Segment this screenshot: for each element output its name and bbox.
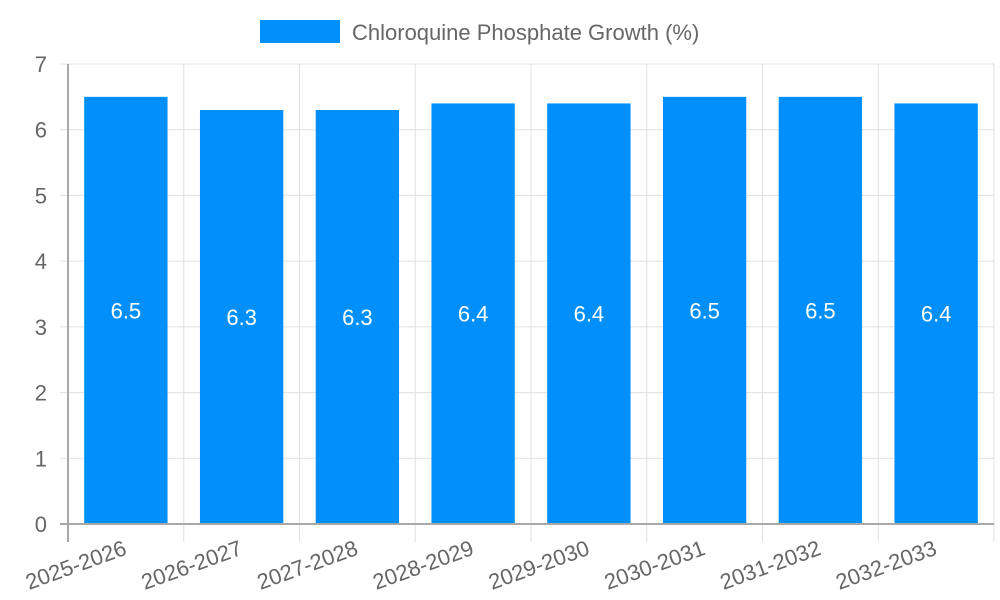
x-tick-label: 2028-2029 — [369, 535, 476, 594]
x-tick-label: 2031-2032 — [717, 535, 824, 594]
bar[interactable] — [431, 103, 515, 524]
bar-value-label: 6.4 — [458, 302, 489, 327]
y-tick-label: 5 — [35, 183, 47, 208]
bar-group[interactable]: 6.3 — [199, 110, 284, 524]
y-tick-label: 6 — [35, 118, 47, 143]
legend-swatch — [260, 20, 340, 43]
bar[interactable] — [778, 96, 863, 524]
bar-group[interactable]: 6.5 — [778, 96, 863, 524]
bar-value-label: 6.4 — [574, 302, 605, 327]
y-tick-label: 0 — [35, 512, 47, 537]
legend-label: Chloroquine Phosphate Growth (%) — [352, 20, 699, 45]
y-tick-label: 2 — [35, 381, 47, 406]
bar-group[interactable]: 6.3 — [315, 110, 400, 524]
bar-value-label: 6.5 — [111, 298, 142, 323]
bar-value-label: 6.3 — [226, 305, 257, 330]
bar-value-label: 6.3 — [342, 305, 373, 330]
bars: 6.5 6.3 6.3 6.4 6.4 6.5 6.5 6.4 — [84, 96, 978, 524]
bar-value-label: 6.5 — [805, 298, 836, 323]
x-axis-ticks: 2025-2026 2026-2027 2027-2028 2028-2029 2029… — [22, 535, 940, 594]
bar[interactable] — [315, 110, 400, 524]
bar-group[interactable]: 6.5 — [84, 96, 168, 524]
y-tick-label: 3 — [35, 315, 47, 340]
bar[interactable] — [547, 103, 631, 524]
bar[interactable] — [894, 103, 978, 524]
x-tick-label: 2025-2026 — [22, 535, 129, 594]
bar-group[interactable]: 6.5 — [662, 96, 747, 524]
bar[interactable] — [199, 110, 284, 524]
y-tick-label: 1 — [35, 446, 47, 471]
x-tick-label: 2030-2031 — [601, 535, 708, 594]
legend[interactable]: Chloroquine Phosphate Growth (%) — [260, 20, 699, 45]
bar-group[interactable]: 6.4 — [431, 103, 515, 524]
bar-group[interactable]: 6.4 — [547, 103, 631, 524]
x-tick-label: 2032-2033 — [832, 535, 939, 594]
bar-value-label: 6.5 — [689, 298, 720, 323]
x-tick-label: 2027-2028 — [254, 535, 361, 594]
bar[interactable] — [662, 96, 747, 524]
x-tick-label: 2026-2027 — [138, 535, 245, 594]
x-tick-label: 2029-2030 — [485, 535, 592, 594]
bar-value-label: 6.4 — [921, 302, 952, 327]
axes — [60, 64, 994, 542]
y-tick-label: 4 — [35, 249, 47, 274]
y-axis-ticks: 0 1 2 3 4 5 6 7 — [35, 52, 47, 537]
y-tick-label: 7 — [35, 52, 47, 77]
bar[interactable] — [84, 96, 168, 524]
bar-group[interactable]: 6.4 — [894, 103, 978, 524]
